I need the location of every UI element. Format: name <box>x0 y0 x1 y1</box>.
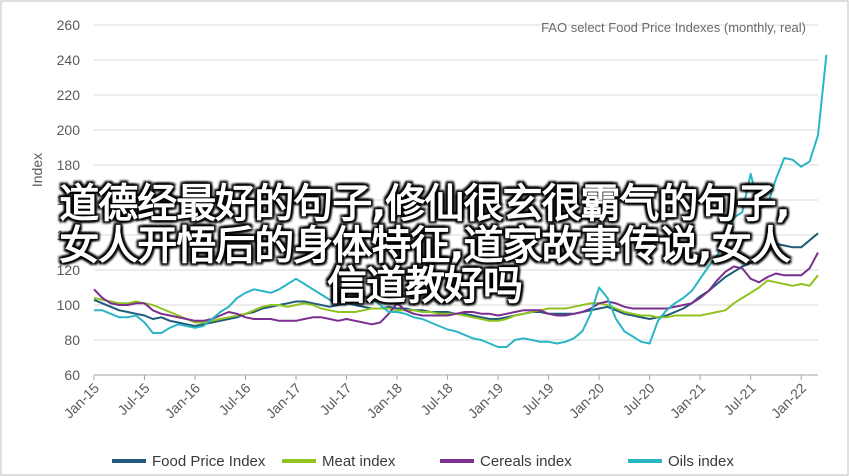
legend-label: Food Price Index <box>152 453 266 470</box>
legend-label: Oils index <box>668 453 734 470</box>
series-lines <box>93 54 828 348</box>
y-tick-label: 240 <box>57 52 81 68</box>
y-tick-label: 220 <box>57 87 81 103</box>
y-tick-label: 160 <box>57 192 81 208</box>
gridlines <box>94 24 818 376</box>
legend-label: Meat index <box>322 453 396 470</box>
chart-title: FAO select Food Price Indexes (monthly, … <box>541 20 806 35</box>
y-tick-label: 200 <box>57 122 81 138</box>
y-tick-label: 140 <box>57 227 81 243</box>
y-tick-label: 80 <box>64 332 80 348</box>
y-tick-label: 100 <box>57 297 81 313</box>
legend: Food Price Index Meat index Cereals index O… <box>112 453 734 470</box>
y-axis-ticks: 60 80 100 120 140 160 180 200 220 240 260 <box>57 17 81 383</box>
y-tick-label: 60 <box>64 367 80 383</box>
y-tick-label: 120 <box>57 262 81 278</box>
y-tick-label: 260 <box>57 17 81 33</box>
y-axis-title: Index <box>29 153 45 187</box>
y-tick-label: 180 <box>57 157 81 173</box>
legend-label: Cereals index <box>480 453 572 470</box>
series-line-oils-index <box>94 54 828 348</box>
